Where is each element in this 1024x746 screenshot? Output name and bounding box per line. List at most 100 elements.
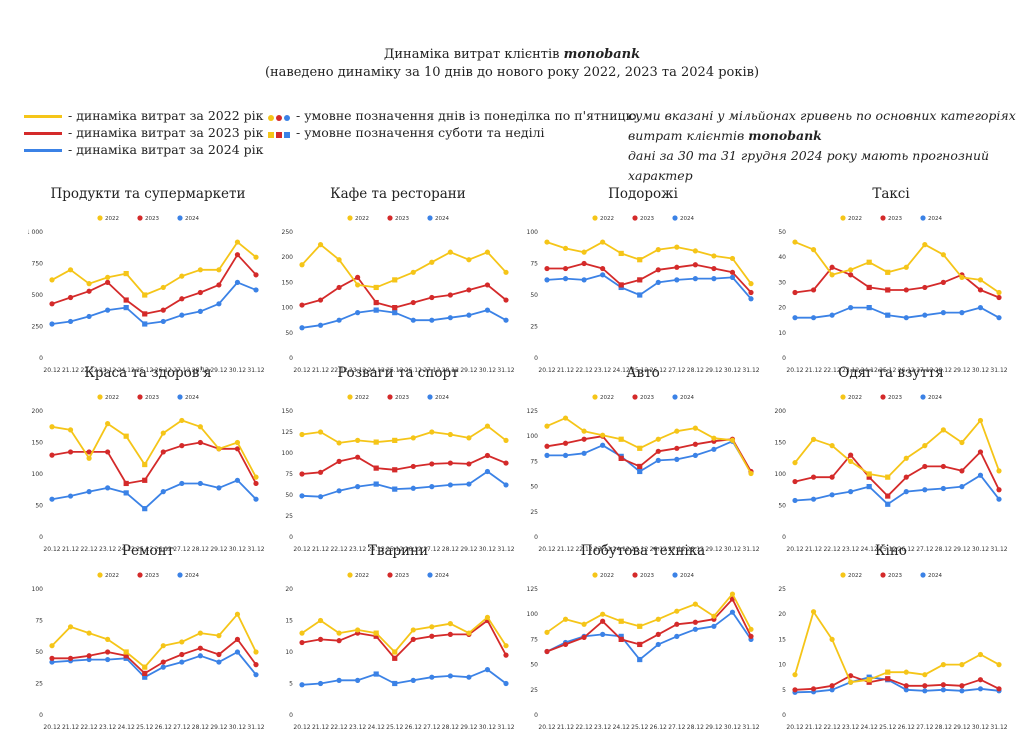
x-tick-label: 26.12 — [405, 724, 422, 731]
legend-2023-label: - динаміка витрат за 2023 рік — [68, 125, 264, 140]
chart-panel: Продукти та супермаркети 2022 2023 2024 0 250… — [28, 186, 268, 378]
data-point-2024 — [792, 497, 798, 504]
data-point-2023 — [484, 282, 491, 288]
x-tick-label: 31.12 — [742, 724, 759, 731]
x-tick-label: 24.12 — [118, 724, 135, 731]
y-tick-label: 0 — [289, 355, 293, 362]
series-line-2024 — [301, 668, 507, 686]
data-point-2023 — [600, 265, 606, 272]
data-point-2022 — [373, 630, 379, 636]
data-point-2024 — [123, 305, 129, 311]
x-tick-label: 26.12 — [155, 367, 172, 374]
x-tick-label: 22.12 — [823, 367, 840, 374]
x-tick-label: 20.12 — [43, 724, 60, 731]
x-tick-label: 20.12 — [786, 724, 803, 731]
data-point-2023 — [618, 282, 624, 288]
mini-legend-marker — [347, 572, 353, 578]
data-point-2022 — [410, 435, 416, 441]
data-point-2022 — [317, 617, 324, 624]
data-point-2023 — [216, 651, 222, 658]
x-tick-label: 30.12 — [724, 546, 741, 553]
note-line1: суми вказані у мільйонах гривень по осно… — [628, 108, 1016, 123]
y-tick-label: 0 — [782, 712, 786, 719]
data-point-2022 — [655, 616, 661, 622]
data-point-2024 — [484, 468, 491, 475]
x-tick-label: 21.12 — [557, 367, 574, 374]
series-line-2023 — [794, 266, 1000, 299]
x-tick-label: 26.12 — [898, 367, 915, 374]
data-point-2022 — [692, 248, 698, 254]
chart-panel: Побутова техніка 2022 2023 2024 0 25 50 75 100 12… — [523, 543, 763, 735]
series-line-2024 — [794, 474, 1000, 506]
data-point-2022 — [429, 259, 435, 265]
series-line-2023 — [51, 253, 257, 315]
series-line-2022 — [546, 241, 752, 285]
data-point-2022 — [996, 662, 1002, 668]
data-point-2023 — [429, 461, 435, 467]
mini-legend-marker — [427, 394, 433, 400]
x-tick-label: 21.12 — [62, 724, 79, 731]
x-tick-label: 23.12 — [842, 367, 859, 374]
series-line-2022 — [51, 613, 257, 668]
mini-legend-marker — [97, 215, 103, 221]
data-point-2024 — [711, 276, 717, 282]
x-tick-label: 24.12 — [368, 546, 385, 553]
data-point-2022 — [142, 461, 148, 468]
data-point-2024 — [105, 656, 111, 663]
data-point-2023 — [355, 454, 361, 460]
legend-2023: - динаміка витрат за 2023 рік — [24, 124, 263, 141]
data-point-2022 — [336, 630, 342, 636]
data-point-2023 — [503, 297, 509, 303]
x-tick-label: 29.12 — [705, 367, 722, 374]
y-tick-label: 25 — [530, 687, 538, 694]
x-tick-label: 24.12 — [613, 724, 630, 731]
data-point-2023 — [336, 458, 342, 464]
data-point-2022 — [142, 664, 148, 670]
x-tick-label: 25.12 — [879, 546, 896, 553]
data-point-2022 — [544, 423, 550, 429]
data-point-2024 — [729, 609, 736, 615]
legend-2022: - динаміка витрат за 2022 рік — [24, 107, 263, 124]
y-tick-label: 100 — [282, 305, 294, 312]
x-tick-label: 23.12 — [349, 367, 366, 374]
x-tick-label: 30.12 — [229, 367, 246, 374]
y-tick-label: 100 — [32, 471, 44, 478]
data-point-2023 — [67, 294, 74, 301]
x-tick-label: 25.12 — [136, 724, 153, 731]
data-point-2022 — [49, 277, 55, 283]
data-point-2022 — [637, 257, 643, 263]
data-point-2022 — [142, 292, 148, 298]
mini-legend-label: 2023 — [395, 216, 409, 222]
y-tick-label: 15 — [778, 636, 786, 643]
data-point-2023 — [197, 289, 203, 296]
data-point-2022 — [848, 458, 854, 464]
y-tick-label: 10 — [285, 649, 293, 656]
data-point-2022 — [503, 269, 509, 275]
data-point-2022 — [810, 609, 817, 615]
series-line-2022 — [51, 419, 257, 478]
data-point-2022 — [674, 428, 680, 434]
data-point-2024 — [792, 315, 798, 321]
x-tick-label: 22.12 — [823, 724, 840, 731]
data-point-2022 — [866, 471, 872, 477]
mini-legend-label: 2023 — [640, 573, 654, 579]
chart-svg: 2022 2023 2024 0 5 10 15 20 25 20.12 21.12 22.12 23.… — [778, 572, 1008, 731]
data-point-2022 — [216, 446, 222, 452]
mini-legend-marker — [672, 215, 678, 221]
y-tick-label: 0 — [534, 355, 538, 362]
chart-title: Розваги та спорт — [337, 365, 459, 381]
mini-legend-label: 2022 — [600, 216, 614, 222]
data-point-2024 — [996, 315, 1002, 321]
series-line-2024 — [546, 273, 752, 300]
data-point-2023 — [105, 649, 111, 655]
data-point-2023 — [86, 653, 92, 659]
data-point-2022 — [866, 259, 872, 265]
data-point-2022 — [600, 239, 606, 245]
chart-panel: Одяг та взуття 2022 2023 2024 0 50 100 150 200 20… — [771, 365, 1011, 557]
data-point-2023 — [903, 287, 909, 293]
data-point-2024 — [503, 482, 509, 488]
data-point-2024 — [692, 452, 698, 458]
mini-legend-marker — [387, 215, 393, 221]
data-point-2024 — [336, 317, 342, 323]
data-point-2022 — [959, 439, 965, 446]
